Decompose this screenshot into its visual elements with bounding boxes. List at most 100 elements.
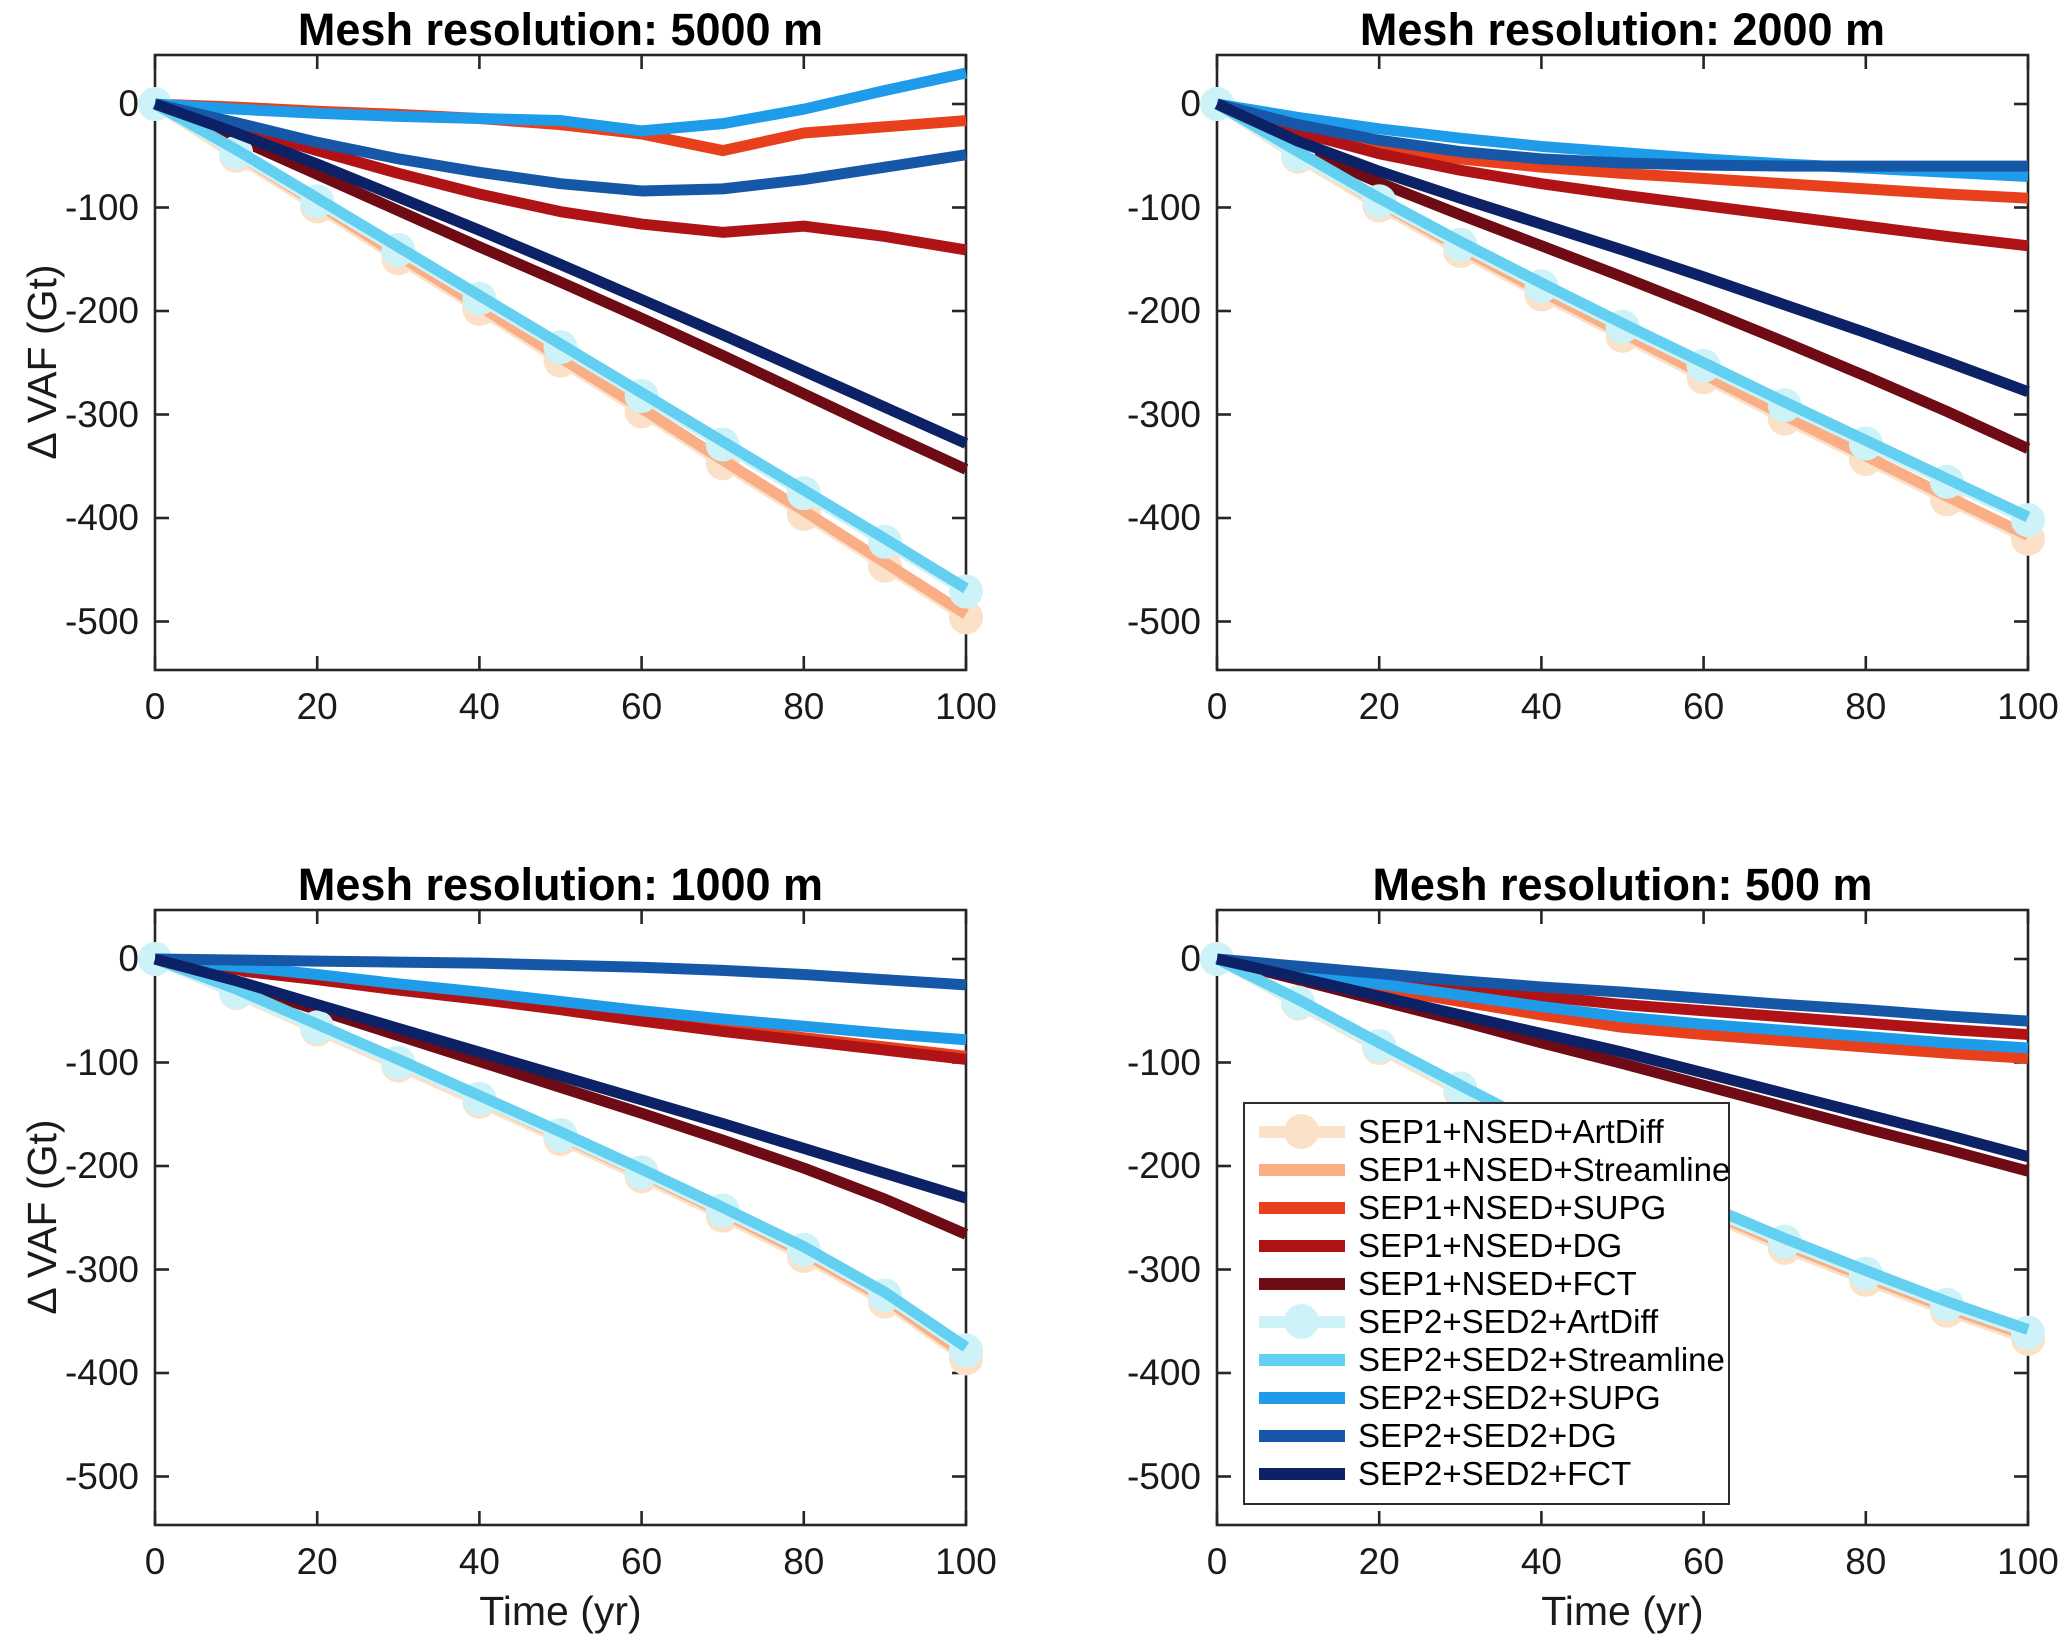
x-tick-label: 40: [458, 686, 500, 727]
legend-entry-sep2_artdiff: SEP2+SED2+ArtDiff: [1259, 1303, 1728, 1341]
x-tick-label: 80: [783, 1541, 825, 1582]
legend-label: SEP2+SED2+FCT: [1358, 1455, 1632, 1492]
x-tick-label: 0: [1206, 1541, 1228, 1582]
plot-title-5000m: Mesh resolution: 5000 m: [297, 4, 824, 55]
x-tick-label: 40: [1520, 1541, 1562, 1582]
y-tick-label: -300: [64, 1248, 139, 1290]
plot-area-1: [1200, 53, 2045, 672]
legend-label: SEP1+NSED+DG: [1358, 1227, 1623, 1264]
y-tick-label: -400: [1126, 1352, 1201, 1393]
y-tick-label: 0: [118, 83, 139, 124]
legend-line-icon: [1259, 1164, 1345, 1176]
x-tick-label: 0: [1206, 686, 1228, 727]
y-tick-label: -100: [1126, 1041, 1201, 1083]
series-line-sep2_supg: [1216, 953, 2029, 1054]
y-tick-label: -200: [64, 1145, 139, 1186]
legend-swatch-sep1_supg: [1259, 1189, 1345, 1227]
series-line-sep2_dg: [154, 953, 967, 991]
legend-entry-sep1_fct: SEP1+NSED+FCT: [1259, 1265, 1728, 1303]
legend-label: SEP2+SED2+SUPG: [1358, 1379, 1661, 1416]
y-tick-label: -200: [64, 290, 139, 331]
legend-entry-sep2_dg: SEP2+SED2+DG: [1259, 1417, 1728, 1455]
x-tick-label: 100: [935, 686, 997, 727]
x-tick-label: 20: [1358, 686, 1400, 727]
series-line-sep1_fct: [152, 98, 969, 475]
plot-area-0: [138, 53, 983, 672]
legend-swatch-sep2_dg: [1259, 1417, 1345, 1455]
legend-label: SEP2+SED2+DG: [1358, 1417, 1617, 1454]
y-tick-label: -500: [1126, 600, 1201, 642]
legend-entry-sep2_fct: SEP2+SED2+FCT: [1259, 1455, 1728, 1493]
legend-swatch-sep1_fct: [1259, 1265, 1345, 1303]
x-tick-label: 20: [296, 686, 338, 727]
x-tick-label: 80: [1845, 1541, 1887, 1582]
legend-entry-sep1_dg: SEP1+NSED+DG: [1259, 1227, 1728, 1265]
y-tick-label: -100: [64, 186, 139, 228]
legend-entry-sep1_supg: SEP1+NSED+SUPG: [1259, 1189, 1728, 1227]
legend-label: SEP1+NSED+ArtDiff: [1358, 1113, 1664, 1150]
y-tick-label: -400: [64, 1352, 139, 1393]
y-tick-label: -200: [1126, 1145, 1201, 1186]
legend-line-icon: [1259, 1354, 1345, 1366]
legend-label: SEP1+NSED+SUPG: [1358, 1189, 1667, 1226]
y-tick-label: 0: [118, 938, 139, 979]
x-tick-label: 80: [783, 686, 825, 727]
legend-swatch-sep2_fct: [1259, 1455, 1345, 1493]
legend-line-icon: [1259, 1430, 1345, 1442]
axis-box: [153, 53, 968, 672]
series-line-sep1_fct: [1214, 99, 2031, 454]
x-tick-label: 60: [621, 1541, 663, 1582]
axis-box: [153, 908, 968, 1527]
x-tick-label: 0: [144, 686, 166, 727]
y-tick-label: -400: [1126, 497, 1201, 538]
series-line-sep2_fct: [1215, 953, 2030, 1162]
legend-entry-sep2_supg: SEP2+SED2+SUPG: [1259, 1379, 1728, 1417]
series-line-sep2_fct: [1214, 99, 2030, 397]
legend-label: SEP1+NSED+FCT: [1358, 1265, 1637, 1302]
x-axis-label-bottom-left: Time (yr): [479, 1588, 642, 1634]
series-line-sep2_supg: [154, 953, 967, 1046]
series-line-sep2_streamline: [1214, 99, 2031, 522]
x-tick-label: 60: [621, 686, 663, 727]
y-tick-label: -500: [1126, 1455, 1201, 1497]
x-tick-label: 100: [935, 1541, 997, 1582]
y-tick-label: -100: [1126, 186, 1201, 228]
x-tick-label: 40: [458, 1541, 500, 1582]
series-line-sep1_dg: [153, 98, 967, 256]
legend-line-icon: [1259, 1468, 1345, 1480]
legend-label: SEP2+SED2+ArtDiff: [1358, 1303, 1659, 1340]
legend-swatch-sep1_dg: [1259, 1227, 1345, 1265]
series-line-sep2_dg: [1215, 98, 2028, 172]
plot-title-1000m: Mesh resolution: 1000 m: [297, 859, 824, 910]
series-line-sep2_dg: [1216, 953, 2029, 1027]
legend-swatch-sep2_artdiff: [1259, 1303, 1345, 1341]
y-tick-label: -400: [64, 497, 139, 538]
plot-title-500m: Mesh resolution: 500 m: [1372, 859, 1873, 910]
legend-label: SEP1+NSED+Streamline: [1358, 1151, 1731, 1188]
x-tick-label: 80: [1845, 686, 1887, 727]
plot-title-2000m: Mesh resolution: 2000 m: [1359, 4, 1886, 55]
legend-line-icon: [1259, 1202, 1345, 1214]
plot-area-2: [138, 908, 983, 1527]
legend-line-icon: [1259, 1278, 1345, 1290]
y-tick-label: -500: [64, 600, 139, 642]
series-line-sep2_supg: [154, 67, 968, 137]
y-tick-label: -100: [64, 1041, 139, 1083]
axis-box: [1215, 53, 2030, 672]
x-tick-label: 40: [1520, 686, 1562, 727]
legend-marker-icon: [1284, 1114, 1319, 1149]
y-tick-label: -300: [64, 393, 139, 435]
y-tick-label: -200: [1126, 290, 1201, 331]
legend-line-icon: [1259, 1240, 1345, 1252]
series-line-sep1_dg: [1215, 98, 2029, 252]
legend-marker-icon: [1284, 1304, 1319, 1339]
legend-label: SEP2+SED2+Streamline: [1358, 1341, 1725, 1378]
legend-entry-sep1_streamline: SEP1+NSED+Streamline: [1259, 1151, 1731, 1189]
x-tick-label: 60: [1683, 686, 1725, 727]
x-tick-label: 100: [1997, 1541, 2059, 1582]
x-tick-label: 60: [1683, 1541, 1725, 1582]
legend-swatch-sep2_supg: [1259, 1379, 1345, 1417]
series-line-sep2_dg: [153, 98, 967, 197]
